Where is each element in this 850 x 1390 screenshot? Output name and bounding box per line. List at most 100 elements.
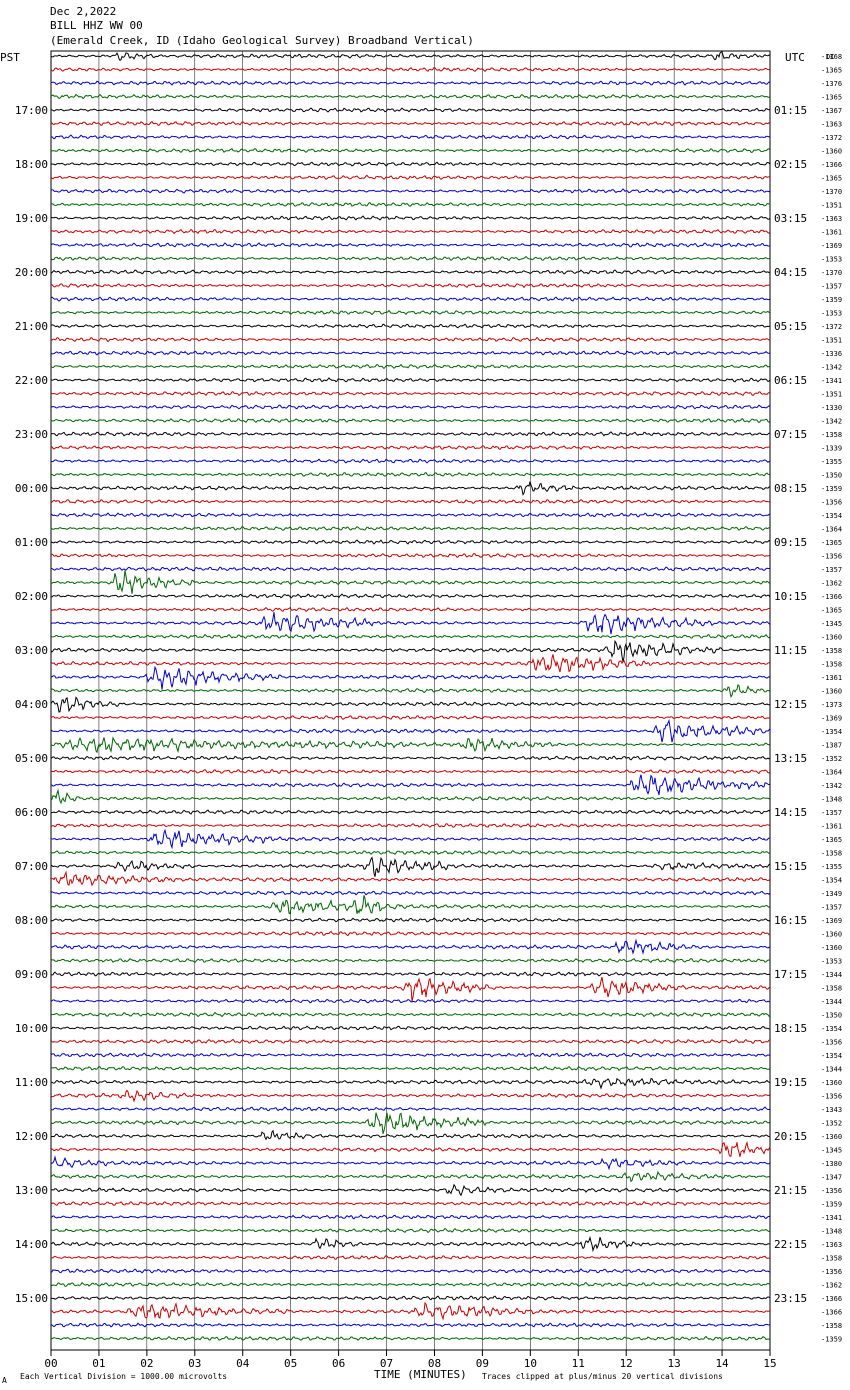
seismic-trace <box>50 391 771 397</box>
dc-offset-label: -1370 <box>821 188 842 196</box>
left-timezone-label: PST <box>0 51 20 64</box>
x-tick-label: 04 <box>236 1357 250 1370</box>
left-hour-label: 03:00 <box>15 644 48 657</box>
dc-offset-label: -1365 <box>821 607 842 615</box>
right-hour-label: 14:15 <box>774 806 807 819</box>
left-hour-label: 10:00 <box>15 1022 48 1035</box>
left-hour-label: 06:00 <box>15 806 48 819</box>
dc-offset-label: -1351 <box>821 337 842 345</box>
seismic-trace <box>50 1025 771 1031</box>
seismic-trace <box>50 1235 771 1253</box>
seismic-trace <box>50 850 771 856</box>
dc-offset-label: -1380 <box>821 1160 842 1168</box>
x-tick-label: 13 <box>668 1357 681 1370</box>
x-tick-label: 06 <box>332 1357 345 1370</box>
seismic-trace <box>50 445 771 451</box>
right-hour-label: 08:15 <box>774 482 807 495</box>
seismic-trace <box>50 633 771 640</box>
seismic-trace <box>50 539 771 545</box>
x-tick-label: 00 <box>44 1357 57 1370</box>
seismic-trace <box>50 1140 771 1157</box>
seismic-trace <box>50 148 771 154</box>
left-hour-label: 01:00 <box>15 536 48 549</box>
seismic-trace <box>50 856 771 877</box>
left-hour-label: 09:00 <box>15 968 48 981</box>
seismic-trace <box>50 639 771 663</box>
seismic-trace <box>50 1200 771 1207</box>
seismic-trace <box>50 525 771 531</box>
seismic-trace <box>50 971 771 977</box>
dc-offset-label: -1365 <box>821 836 842 844</box>
dc-offset-label: -1364 <box>821 526 842 534</box>
dc-offset-label: -1356 <box>821 1268 842 1276</box>
seismic-trace <box>50 134 771 140</box>
dc-offset-label: -1365 <box>821 94 842 102</box>
dc-offset-label: -1347 <box>821 1174 842 1182</box>
right-hour-label: 12:15 <box>774 698 807 711</box>
seismic-trace <box>50 788 771 805</box>
seismic-trace <box>50 1322 771 1328</box>
dc-offset-label: -1360 <box>821 148 842 156</box>
dc-offset-label: -1366 <box>821 161 842 169</box>
dc-offset-label: -1350 <box>821 1012 842 1020</box>
seismic-trace <box>50 458 771 464</box>
dc-offset-label: -1361 <box>821 823 842 831</box>
seismic-trace <box>50 215 771 221</box>
seismic-trace <box>50 552 771 558</box>
dc-offset-label: -1358 <box>821 850 842 858</box>
seismic-trace <box>50 1268 771 1274</box>
seismic-trace <box>50 93 771 100</box>
seismic-trace <box>50 809 771 815</box>
seismic-trace <box>50 895 771 915</box>
seismic-trace <box>50 828 771 850</box>
right-hour-label: 15:15 <box>774 860 807 873</box>
seismic-trace <box>50 890 771 896</box>
dc-offset-label: -1360 <box>821 634 842 642</box>
left-hour-label: 13:00 <box>15 1184 48 1197</box>
dc-offset-label: -1359 <box>821 1201 842 1209</box>
right-hour-label: 05:15 <box>774 320 807 333</box>
station-location: (Emerald Creek, ID (Idaho Geological Sur… <box>50 34 474 47</box>
dc-offset-label: -1344 <box>821 998 842 1006</box>
right-hour-label: 20:15 <box>774 1130 807 1143</box>
dc-offset-label: -1356 <box>821 1093 842 1101</box>
seismic-trace <box>50 174 771 181</box>
left-hour-label: 15:00 <box>15 1292 48 1305</box>
seismic-trace <box>50 1301 771 1321</box>
dc-offset-label: -1354 <box>821 1052 842 1060</box>
dc-offset-label: -1359 <box>821 485 842 493</box>
dc-offset-label: -1339 <box>821 445 842 453</box>
right-hour-label: 19:15 <box>774 1076 807 1089</box>
left-hour-label: 23:00 <box>15 428 48 441</box>
left-hour-label: 00:00 <box>15 482 48 495</box>
seismic-trace <box>50 1011 771 1018</box>
x-tick-label: 11 <box>572 1357 585 1370</box>
scale-note: Each Vertical Division = 1000.00 microvo… <box>20 1372 228 1381</box>
dc-offset-label: -1372 <box>821 134 842 142</box>
seismic-trace <box>50 481 771 496</box>
seismic-trace <box>50 1254 771 1260</box>
dc-offset-label: -1365 <box>821 539 842 547</box>
x-axis-label: TIME (MINUTES) <box>374 1368 467 1381</box>
dc-offset-label: -1363 <box>821 1241 842 1249</box>
seismic-trace <box>50 188 771 194</box>
dc-offset-label: -1357 <box>821 809 842 817</box>
seismic-trace <box>50 472 771 477</box>
seismic-trace <box>50 665 771 690</box>
seismic-trace <box>50 499 771 504</box>
dc-offset-label: -1357 <box>821 566 842 574</box>
seismic-trace <box>50 512 771 518</box>
seismic-trace <box>50 1183 771 1197</box>
seismic-trace <box>50 718 771 743</box>
left-hour-label: 20:00 <box>15 266 48 279</box>
seismic-trace <box>50 309 771 316</box>
dc-offset-label: -1365 <box>821 175 842 183</box>
left-hour-label: 12:00 <box>15 1130 48 1143</box>
x-tick-label: 09 <box>476 1357 489 1370</box>
dc-offset-label: -1360 <box>821 688 842 696</box>
seismic-trace <box>50 917 771 923</box>
seismic-trace <box>50 228 771 235</box>
dc-offset-label: -1360 <box>821 1133 842 1141</box>
dc-offset-label: -1354 <box>821 512 842 520</box>
dc-offset-label: -1342 <box>821 782 842 790</box>
